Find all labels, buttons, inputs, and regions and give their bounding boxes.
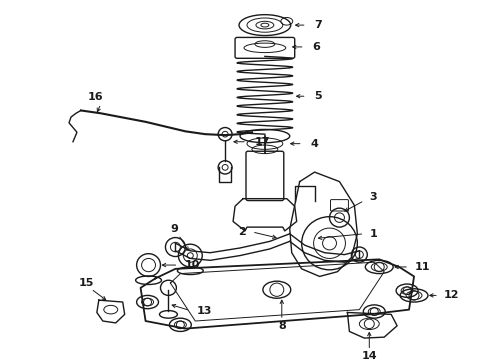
Text: 5: 5: [315, 91, 322, 101]
Text: 7: 7: [315, 20, 322, 30]
Text: 3: 3: [369, 192, 377, 202]
Text: 8: 8: [278, 321, 286, 331]
Text: 10: 10: [184, 260, 200, 270]
Text: 11: 11: [415, 262, 431, 272]
Text: 16: 16: [88, 92, 104, 102]
Text: 17: 17: [255, 137, 270, 147]
Text: 6: 6: [313, 42, 320, 52]
Text: 15: 15: [78, 278, 94, 288]
Text: 9: 9: [171, 224, 178, 234]
Text: 12: 12: [444, 291, 459, 300]
Text: 4: 4: [311, 139, 319, 149]
Text: 2: 2: [238, 227, 246, 237]
Ellipse shape: [261, 23, 269, 27]
Text: 1: 1: [369, 229, 377, 239]
Text: 14: 14: [362, 351, 377, 360]
Text: 13: 13: [196, 306, 212, 316]
